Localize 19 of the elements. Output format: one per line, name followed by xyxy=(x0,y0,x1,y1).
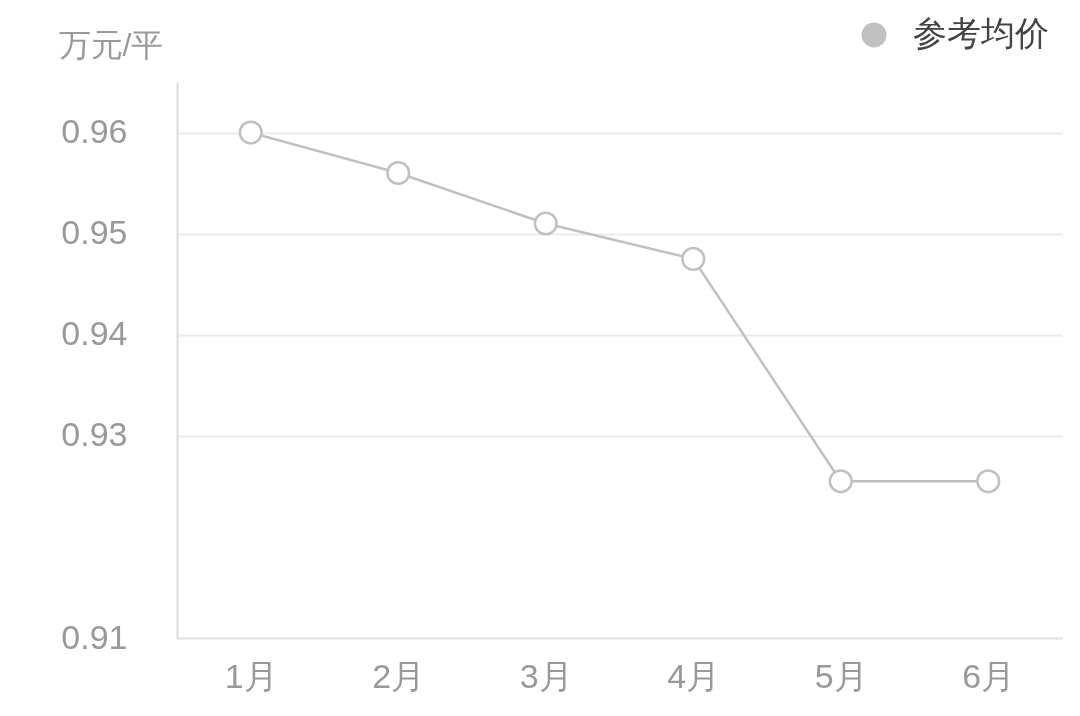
y-axis-title: 万元/平 xyxy=(58,26,164,63)
x-tick-label: 1月 xyxy=(224,656,278,695)
y-tick-label: 0.95 xyxy=(61,213,128,252)
point xyxy=(533,211,558,236)
x-tick-label: 5月 xyxy=(814,656,868,695)
point xyxy=(976,469,1001,494)
x-tick-label: 4月 xyxy=(667,656,721,695)
point xyxy=(681,246,706,271)
y-tick-label: 0.96 xyxy=(61,112,128,151)
x-tick-label: 6月 xyxy=(962,656,1016,695)
point xyxy=(828,469,853,494)
point xyxy=(386,160,411,186)
legend-label: 参考均价 xyxy=(913,14,1049,52)
x-tick-label: 2月 xyxy=(372,656,426,695)
point xyxy=(238,120,263,145)
y-tick-label: 0.91 xyxy=(61,617,128,656)
y-tick-label: 0.93 xyxy=(61,415,128,454)
x-tick-label: 3月 xyxy=(519,656,573,695)
y-tick-label: 0.94 xyxy=(61,314,128,353)
